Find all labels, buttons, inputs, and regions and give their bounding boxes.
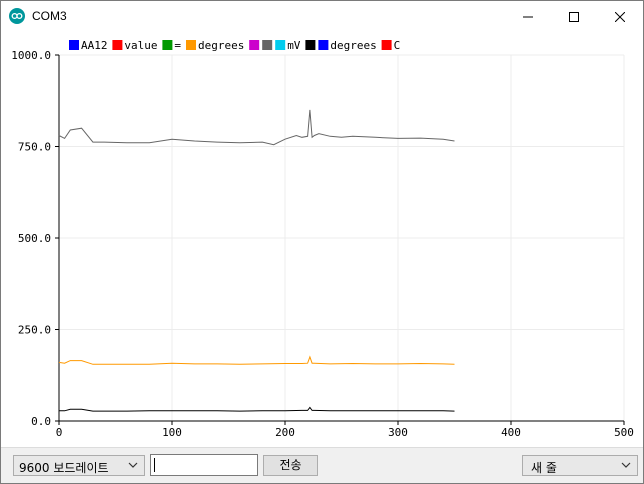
line-ending-select[interactable]: 새 줄 — [522, 455, 638, 476]
legend-swatch — [275, 40, 286, 50]
legend-swatch — [249, 40, 260, 50]
x-tick-label: 100 — [162, 426, 182, 439]
legend-swatch — [381, 40, 392, 50]
legend-swatch — [162, 40, 173, 50]
y-tick-label: 1000.0 — [11, 49, 51, 62]
minimize-button[interactable] — [505, 1, 551, 32]
send-button[interactable]: 전송 — [263, 455, 318, 476]
x-tick-label: 400 — [501, 426, 521, 439]
legend-swatch — [318, 40, 329, 50]
chevron-down-icon — [621, 462, 631, 468]
plot-legend: AA12 value = degrees mV degrees C — [69, 39, 400, 52]
legend-swatch — [186, 40, 196, 50]
legend-label: AA12 — [81, 39, 108, 52]
x-tick-label: 300 — [388, 426, 408, 439]
window-title: COM3 — [32, 9, 67, 23]
legend-label: C — [394, 39, 401, 52]
text-caret — [154, 458, 155, 472]
bottom-toolbar: 9600 보드레이트 전송 새 줄 — [1, 447, 643, 483]
serial-plot-chart: AA12 value = degrees mV degrees C 0.0 250.0 500.… — [11, 39, 634, 439]
x-tick-label: 200 — [275, 426, 295, 439]
plot-series — [58, 109, 455, 412]
x-tick-label: 500 — [614, 426, 634, 439]
x-tick-label: 0 — [56, 426, 63, 439]
message-input[interactable] — [150, 454, 258, 476]
legend-swatch — [262, 40, 273, 50]
minimize-icon — [523, 16, 533, 17]
y-tick-label: 750.0 — [18, 141, 51, 154]
legend-label: degrees — [330, 39, 376, 52]
close-icon — [615, 11, 625, 22]
legend-label: value — [124, 39, 157, 52]
legend-swatch — [69, 40, 79, 50]
legend-label: mV — [287, 39, 301, 52]
series-line-degrees — [58, 355, 455, 365]
arduino-logo-icon — [9, 8, 25, 24]
close-button[interactable] — [597, 1, 643, 32]
baud-rate-select[interactable]: 9600 보드레이트 — [13, 455, 145, 476]
maximize-icon — [569, 11, 579, 22]
series-line-mV — [58, 109, 455, 146]
chevron-down-icon — [128, 462, 138, 468]
plot-area: AA12 value = degrees mV degrees C 0.0 250.0 500.… — [1, 32, 643, 446]
line-ending-value: 새 줄 — [531, 461, 557, 475]
legend-swatch — [112, 40, 123, 50]
plot-axes: 0.0 250.0 500.0 750.0 1000.0 0 100 200 300 400 500 — [11, 49, 634, 439]
plot-grid — [59, 54, 625, 421]
series-line-C — [59, 406, 455, 412]
y-tick-label: 500.0 — [18, 232, 51, 245]
title-bar: COM3 — [1, 1, 643, 32]
legend-swatch — [305, 40, 316, 50]
legend-label: = — [174, 39, 181, 52]
y-tick-label: 250.0 — [18, 324, 51, 337]
legend-label: degrees — [198, 39, 244, 52]
maximize-button[interactable] — [551, 1, 597, 32]
baud-rate-value: 9600 보드레이트 — [19, 461, 109, 475]
y-tick-label: 0.0 — [31, 415, 51, 428]
